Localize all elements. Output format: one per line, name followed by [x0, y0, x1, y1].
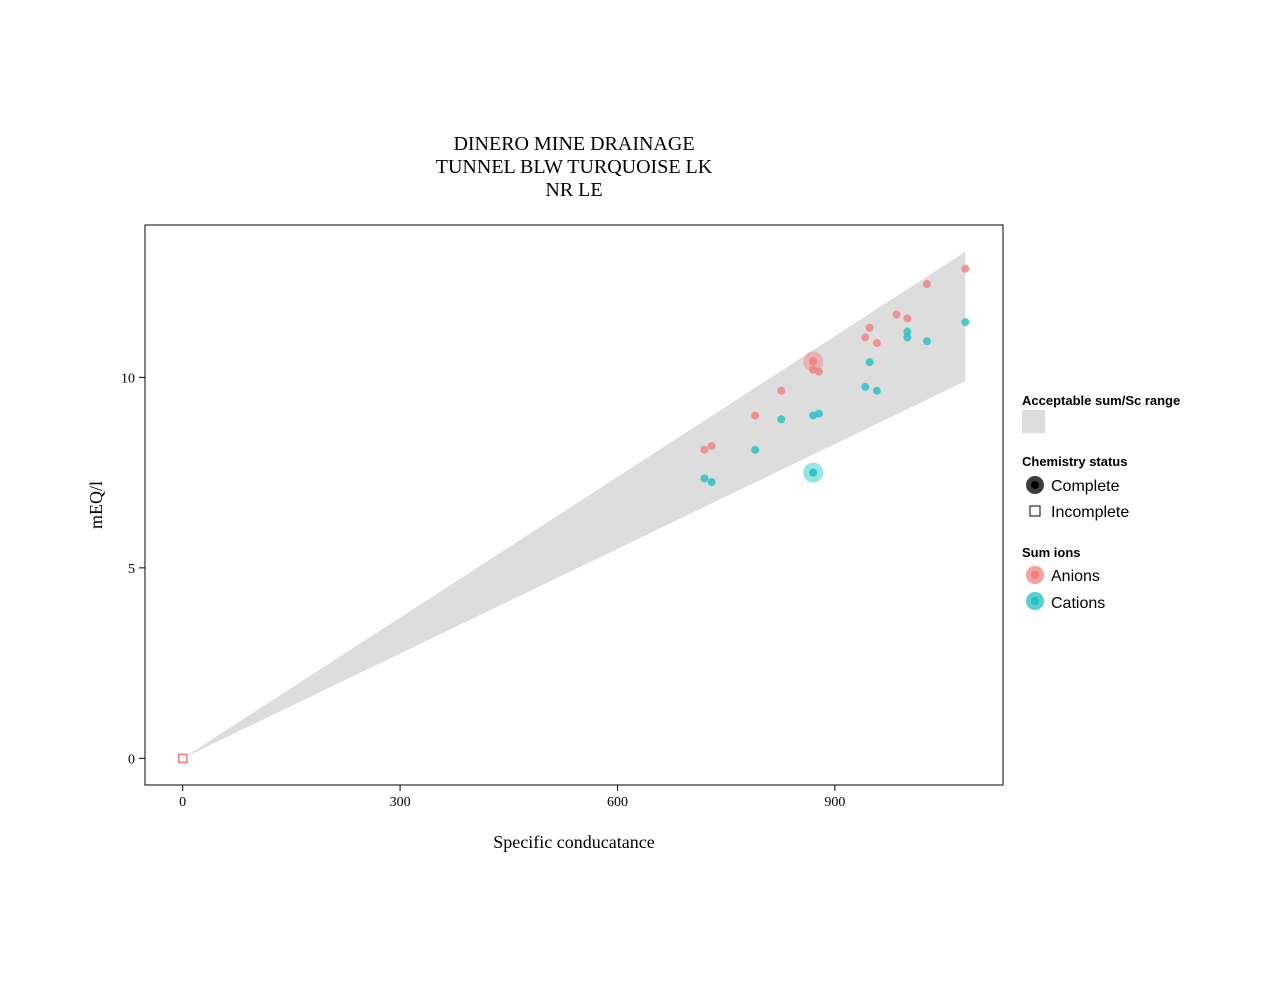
- plot-frame: [144, 224, 1004, 786]
- y-tick-label: 5: [128, 562, 135, 577]
- cations-point: [707, 478, 716, 487]
- cations-highlight-point-core: [809, 468, 818, 477]
- legend-complete-label: Complete: [1051, 478, 1120, 495]
- cations-point: [700, 474, 709, 483]
- cations-point: [872, 386, 881, 395]
- acceptable-range-layer: [182, 251, 966, 759]
- cations-point: [922, 337, 931, 346]
- anions-highlight-point-core: [809, 357, 818, 366]
- cations-point: [903, 327, 912, 336]
- y-axis-ticks: 0 5 10: [121, 371, 145, 767]
- acceptable-range-band: [182, 251, 966, 759]
- anions-point: [751, 411, 760, 420]
- cations-point: [865, 358, 874, 367]
- cations-point: [751, 445, 760, 454]
- x-tick-label: 0: [179, 795, 186, 810]
- cations-point: [814, 409, 823, 418]
- x-axis-ticks: 0 300 600 900: [179, 785, 845, 810]
- anions-point: [872, 339, 881, 348]
- legend-ions-title: Sum ions: [1022, 545, 1081, 560]
- x-tick-label: 300: [390, 795, 411, 810]
- anions-point: [865, 323, 874, 332]
- anions-point: [961, 264, 970, 273]
- cations-point: [903, 333, 912, 342]
- legend-anions-marker-core: [1031, 571, 1039, 579]
- cations-point: [777, 415, 786, 424]
- anions-point: [861, 333, 870, 342]
- legend-range-swatch: [1022, 410, 1045, 433]
- legend-status-title: Chemistry status: [1022, 454, 1127, 469]
- chart-title-line-1: DINERO MINE DRAINAGE: [453, 133, 694, 155]
- anions-point: [922, 280, 931, 289]
- points-layer: [177, 264, 970, 764]
- anions-point: [700, 445, 709, 454]
- chart-title-line-2: TUNNEL BLW TURQUOISE LK: [436, 156, 713, 178]
- legend-anions-item: Anions: [1026, 566, 1100, 585]
- cations-point: [961, 318, 970, 327]
- anions-point: [707, 441, 716, 450]
- y-tick-label: 0: [128, 752, 135, 767]
- chart-title-line-3: NR LE: [545, 179, 602, 201]
- anions-point: [892, 310, 901, 319]
- legend-cations-label: Cations: [1051, 595, 1105, 612]
- y-axis-label: mEQ/l: [86, 481, 106, 529]
- incomplete-point: [177, 753, 188, 764]
- legend-incomplete-label: Incomplete: [1051, 504, 1129, 521]
- legend-anions-label: Anions: [1051, 568, 1100, 585]
- legend-cations-marker-core: [1031, 597, 1039, 605]
- anions-point: [777, 386, 786, 395]
- cations-point: [861, 382, 870, 391]
- legend: Acceptable sum/Sc range Chemistry status…: [1022, 393, 1180, 612]
- legend-cations-item: Cations: [1026, 592, 1105, 612]
- legend-complete-item: Complete: [1026, 476, 1120, 495]
- x-tick-label: 600: [607, 795, 628, 810]
- y-tick-label: 10: [121, 371, 135, 386]
- x-axis-label: Specific conducatance: [493, 832, 654, 852]
- legend-range-title: Acceptable sum/Sc range: [1022, 393, 1180, 408]
- legend-incomplete-marker: [1029, 505, 1041, 517]
- anions-point: [814, 367, 823, 376]
- x-tick-label: 900: [824, 795, 845, 810]
- anions-point: [903, 314, 912, 323]
- legend-complete-marker-core: [1031, 481, 1039, 489]
- legend-incomplete-item: Incomplete: [1029, 504, 1129, 521]
